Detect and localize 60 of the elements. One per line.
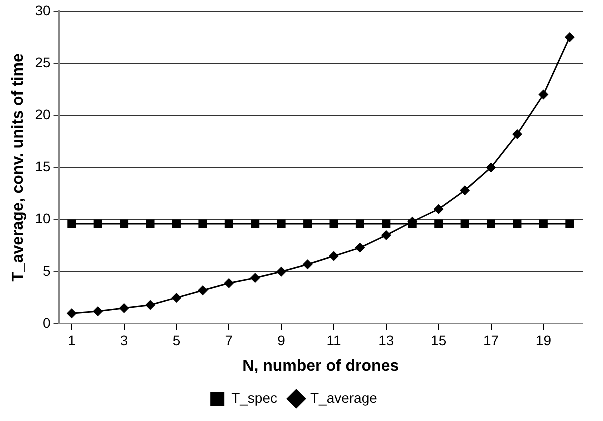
legend-label: T_average xyxy=(310,390,378,406)
point xyxy=(460,186,470,196)
point xyxy=(513,220,522,228)
point xyxy=(224,278,234,288)
point xyxy=(198,286,208,296)
legend-label: T_spec xyxy=(232,390,278,406)
x-tick-label: 11 xyxy=(326,332,342,348)
point xyxy=(120,220,129,228)
x-tick-label: 3 xyxy=(120,332,128,348)
y-tick-label: 30 xyxy=(35,2,51,18)
x-tick-label: 1 xyxy=(68,332,76,348)
point xyxy=(119,303,130,314)
y-tick-label: 10 xyxy=(35,210,51,227)
x-tick-label: 5 xyxy=(172,332,181,348)
y-axis-title: T_average, conv. units of time xyxy=(10,53,28,282)
point xyxy=(277,220,286,228)
x-tick-label: 17 xyxy=(483,332,500,348)
point xyxy=(302,260,313,270)
point xyxy=(487,220,496,228)
x-tick-label: 9 xyxy=(278,332,286,348)
x-tick-label: 19 xyxy=(536,332,552,348)
point xyxy=(408,220,417,228)
y-tick-label: 15 xyxy=(35,158,51,175)
point xyxy=(66,308,77,319)
point xyxy=(198,220,208,228)
y-tick-label: 20 xyxy=(35,106,51,122)
x-axis-title: N, number of drones xyxy=(242,358,400,375)
point xyxy=(94,220,102,228)
point xyxy=(539,220,548,228)
point xyxy=(146,220,155,228)
point xyxy=(224,220,234,228)
y-tick-label: 25 xyxy=(35,54,51,70)
point xyxy=(250,273,260,284)
point xyxy=(172,292,182,303)
point xyxy=(382,220,391,228)
point xyxy=(93,306,104,316)
point xyxy=(328,251,339,262)
y-tick-label: 5 xyxy=(42,262,51,279)
point xyxy=(330,220,338,228)
y-tick-label: 0 xyxy=(42,314,51,331)
point xyxy=(538,90,549,100)
point xyxy=(486,162,496,173)
point xyxy=(146,300,156,310)
point xyxy=(460,220,470,228)
point xyxy=(564,32,575,42)
point xyxy=(434,204,444,214)
point xyxy=(251,220,260,228)
point xyxy=(276,266,287,277)
point xyxy=(68,220,76,228)
point xyxy=(355,242,366,253)
point xyxy=(566,220,574,228)
point xyxy=(381,230,392,240)
x-tick-label: 15 xyxy=(431,332,447,348)
point xyxy=(434,220,444,228)
point xyxy=(356,220,364,228)
x-tick-label: 13 xyxy=(378,332,394,348)
point xyxy=(172,220,181,228)
point xyxy=(512,129,522,140)
x-tick-label: 7 xyxy=(225,332,234,348)
point xyxy=(304,220,312,228)
